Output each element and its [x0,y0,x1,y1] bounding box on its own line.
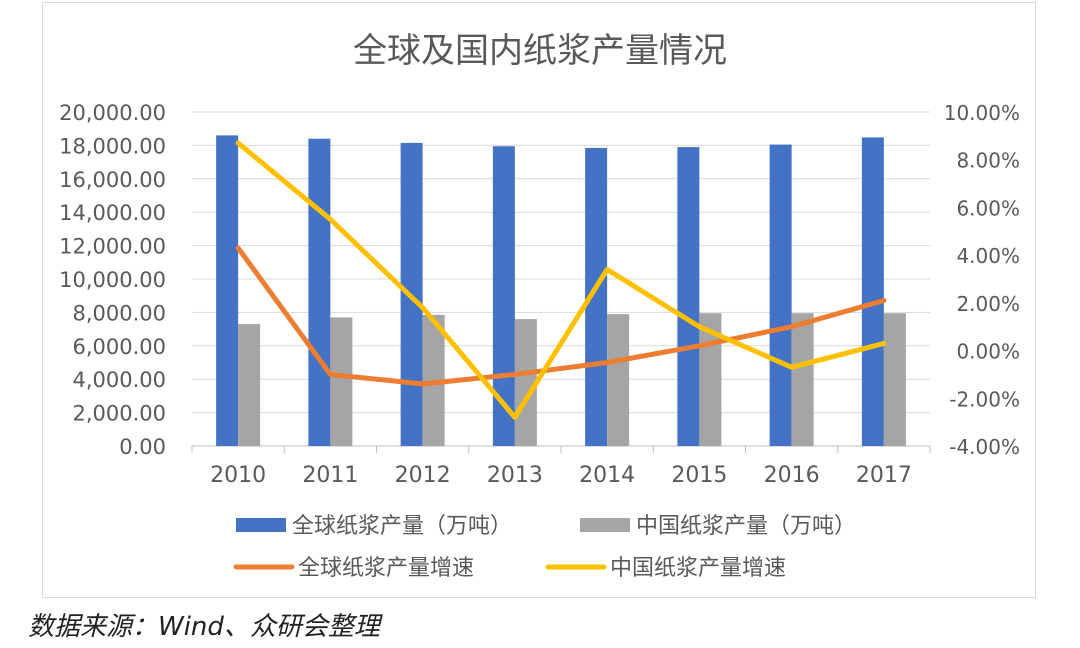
bar-global-output [216,135,239,446]
y-right-tick-label: 6.00% [956,196,1020,220]
bar-global-output [677,147,700,446]
y-left-tick-label: 2,000.00 [72,402,166,426]
bar-global-output [492,146,515,447]
bar-china-output [883,313,906,446]
y-left-tick-label: 6,000.00 [72,335,166,359]
x-tick-label: 2014 [579,463,635,488]
y-right-tick-label: 10.00% [944,101,1020,125]
bar-global-output [308,138,331,446]
bar-global-output [585,147,608,446]
y-left-tick-label: 16,000.00 [59,168,166,192]
x-tick-label: 2012 [395,463,451,488]
source-note: 数据来源：Wind、众研会整理 [28,612,380,642]
y-right-tick-label: -4.00% [949,435,1020,459]
x-tick-label: 2016 [764,463,820,488]
legend-global-output-label: 全球纸浆产量（万吨） [292,514,512,539]
bar-china-output [607,314,630,446]
legend-china-output-label: 中国纸浆产量（万吨） [636,514,856,539]
y-left-tick-label: 12,000.00 [59,235,166,259]
y-left-tick-label: 18,000.00 [59,134,166,158]
bar-global-output [861,137,884,446]
y-right-tick-label: 4.00% [956,244,1020,268]
y-right-tick-label: 8.00% [956,149,1020,173]
bar-china-output [514,319,537,446]
y-left-tick-label: 0.00 [119,435,166,459]
y-left-tick-label: 10,000.00 [59,268,166,292]
bar-global-output [769,144,792,446]
bar-china-output [238,324,261,446]
bar-china-output [330,317,353,446]
x-tick-label: 2010 [210,463,266,488]
x-tick-label: 2015 [671,463,727,488]
x-tick-label: 2013 [487,463,543,488]
legend-global-output-swatch [236,518,286,532]
y-right-tick-label: 2.00% [956,292,1020,316]
chart-title: 全球及国内纸浆产量情况 [353,31,727,71]
y-left-tick-label: 20,000.00 [59,101,166,125]
legend-china-growth-label: 中国纸浆产量增速 [610,556,786,581]
x-tick-label: 2017 [856,463,912,488]
y-left-tick-label: 4,000.00 [72,368,166,392]
bar-china-output [791,313,814,446]
y-right-tick-label: -2.00% [949,387,1020,411]
line-china-growth [235,140,887,420]
line-global-growth [235,245,887,387]
y-left-tick-label: 14,000.00 [59,201,166,225]
y-left-tick-label: 8,000.00 [72,301,166,325]
x-tick-label: 2011 [302,463,358,488]
legend-china-output-swatch [580,518,630,532]
y-right-tick-label: 0.00% [956,340,1020,364]
legend-global-growth-label: 全球纸浆产量增速 [298,556,474,581]
